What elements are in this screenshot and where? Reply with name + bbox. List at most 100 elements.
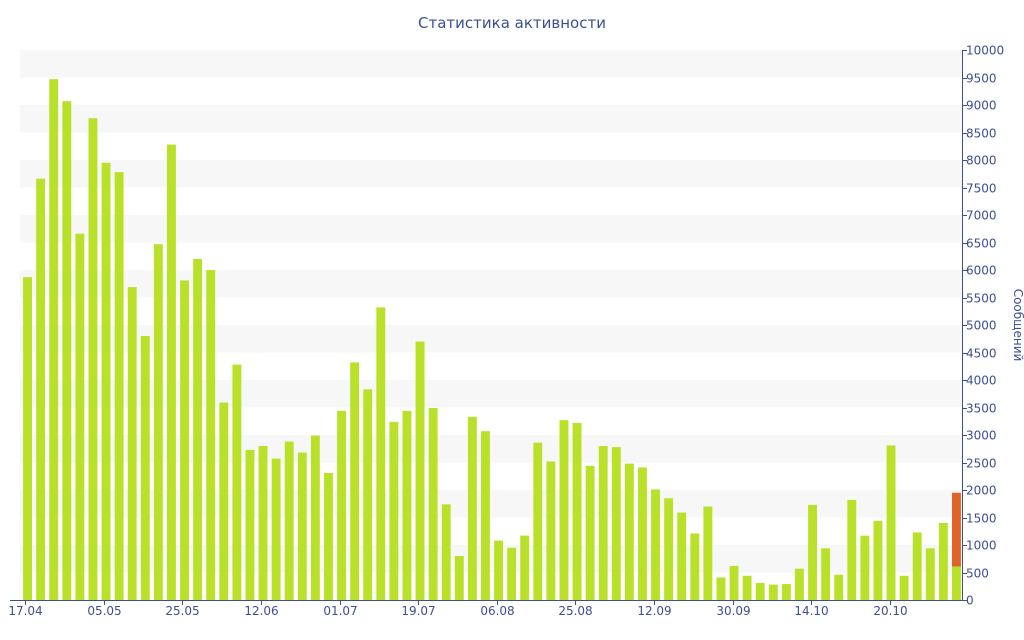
y-axis-title: Сообщений <box>1011 289 1024 362</box>
x-tick-label: 20.10 <box>873 604 907 618</box>
bar <box>703 506 713 600</box>
bar <box>258 446 268 600</box>
bar <box>847 499 857 600</box>
grid-band <box>20 545 962 573</box>
bar <box>454 556 464 600</box>
bar <box>363 389 373 600</box>
y-tick-label: 10000 <box>966 44 1004 58</box>
grid-band <box>20 270 962 298</box>
bar <box>467 416 477 600</box>
bar <box>415 341 425 600</box>
y-tick-label: 5000 <box>966 319 997 333</box>
bar <box>167 144 176 600</box>
bar <box>49 79 59 600</box>
bar <box>494 540 503 600</box>
x-tick-label: 17.04 <box>8 604 42 618</box>
y-tick-label: 4000 <box>966 374 997 388</box>
bar <box>376 307 386 600</box>
grid-band <box>20 435 962 463</box>
y-tick-label: 8000 <box>966 154 997 168</box>
bar <box>114 172 124 600</box>
grid-band <box>20 325 962 353</box>
bar <box>271 458 281 600</box>
bar <box>624 463 634 600</box>
bar <box>860 535 870 600</box>
bar <box>925 548 935 600</box>
bar <box>546 461 556 600</box>
bar <box>821 548 831 600</box>
x-tick-label: 25.08 <box>558 604 592 618</box>
bar <box>428 408 438 600</box>
grid-band <box>20 215 962 243</box>
bar <box>402 410 412 600</box>
bar <box>834 574 844 600</box>
bar <box>206 270 216 600</box>
y-tick-label: 8500 <box>966 127 997 141</box>
bar <box>611 447 621 600</box>
bar <box>153 244 163 600</box>
y-tick-label: 5500 <box>966 292 997 306</box>
y-tick-label: 9000 <box>966 99 997 113</box>
bar <box>140 336 150 600</box>
x-tick-label: 19.07 <box>401 604 435 618</box>
y-tick-label: 7500 <box>966 182 997 196</box>
bar <box>219 402 229 600</box>
y-tick-label: 500 <box>966 567 989 581</box>
bar <box>664 498 674 600</box>
grid-band <box>20 160 962 188</box>
bar <box>75 233 85 600</box>
bar <box>193 259 203 600</box>
bar <box>729 565 739 600</box>
bar <box>324 472 333 600</box>
bar <box>101 162 111 600</box>
bar <box>755 582 765 600</box>
bar <box>507 547 517 600</box>
bar <box>232 364 242 600</box>
bar <box>677 512 687 600</box>
bar-highlight-segment <box>952 492 961 567</box>
y-tick-label: 4500 <box>966 347 997 361</box>
bar <box>337 410 346 600</box>
bar <box>808 504 817 600</box>
grid-band <box>20 50 962 78</box>
y-tick-label: 7000 <box>966 209 997 223</box>
y-tick-label: 0 <box>966 594 974 608</box>
bar <box>638 467 647 600</box>
x-tick-label: 30.09 <box>716 604 750 618</box>
bar <box>899 575 909 600</box>
bar <box>651 489 660 600</box>
bar <box>297 452 307 600</box>
y-tick-label: 3000 <box>966 429 997 443</box>
bar <box>742 575 752 600</box>
bar <box>768 584 778 600</box>
bar <box>389 421 399 600</box>
bar <box>350 362 360 600</box>
bar <box>938 523 948 600</box>
bar <box>284 441 294 600</box>
y-tick-label: 6000 <box>966 264 997 278</box>
y-tick-label: 1500 <box>966 512 997 526</box>
y-tick-label: 2500 <box>966 457 997 471</box>
x-tick-label: 06.08 <box>480 604 514 618</box>
x-tick-label: 12.06 <box>244 604 278 618</box>
grid-band <box>20 105 962 133</box>
y-tick-label: 6500 <box>966 237 997 251</box>
bar <box>520 535 530 600</box>
bar <box>62 101 72 601</box>
bar <box>36 178 46 600</box>
bar <box>127 287 137 600</box>
x-tick-label: 05.05 <box>87 604 121 618</box>
bar <box>716 577 726 600</box>
bar <box>912 532 922 600</box>
chart-title: Статистика активности <box>418 14 606 32</box>
bar <box>310 435 320 600</box>
bar <box>886 445 896 600</box>
bar <box>88 118 98 600</box>
bar <box>690 533 700 600</box>
grid-band <box>20 380 962 408</box>
bar <box>873 520 883 600</box>
y-tick-label: 3500 <box>966 402 997 416</box>
x-tick-label: 12.09 <box>637 604 671 618</box>
bar <box>585 465 595 600</box>
